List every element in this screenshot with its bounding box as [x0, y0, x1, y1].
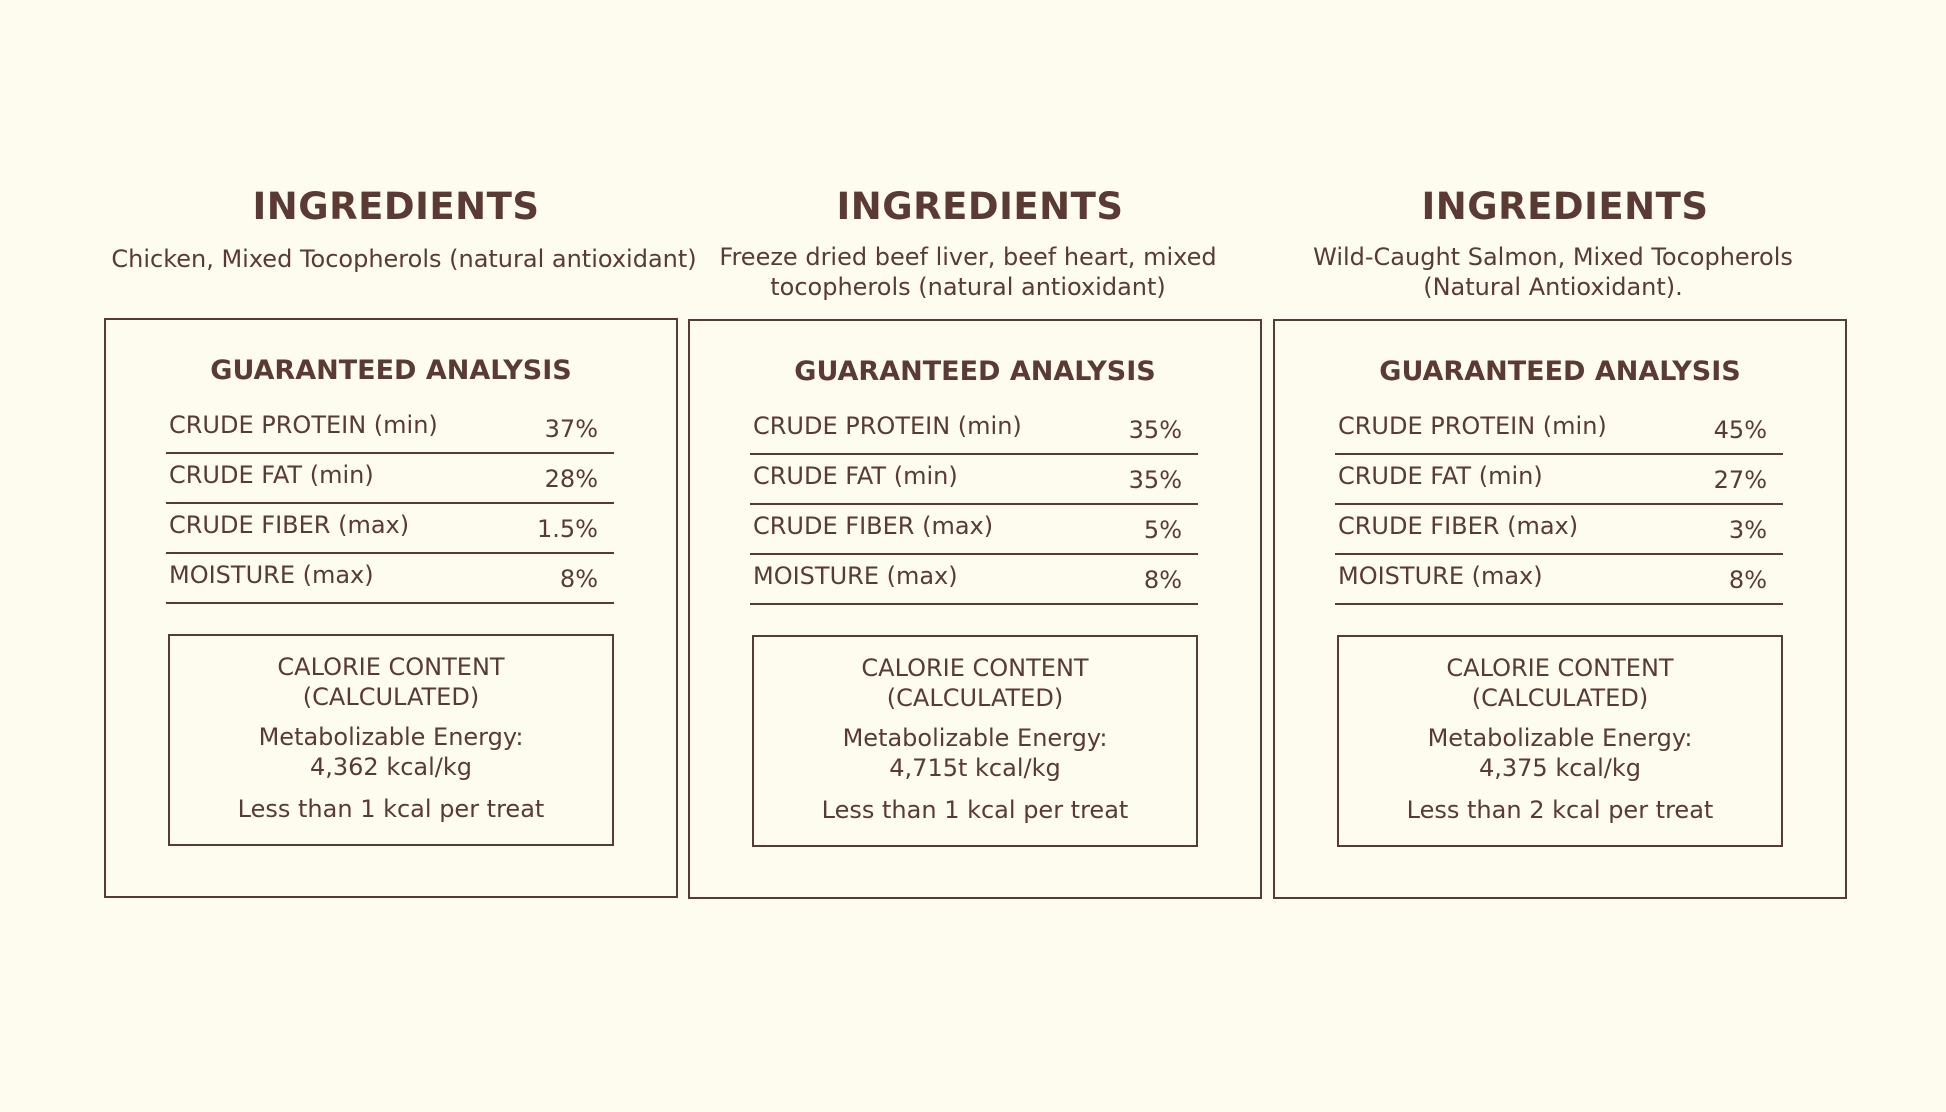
analysis-value: 35%: [1128, 466, 1182, 494]
calorie-content-title: CALORIE CONTENT (CALCULATED): [170, 652, 612, 712]
ingredients-text: Freeze dried beef liver, beef heart, mix…: [719, 243, 1217, 301]
analysis-row-crude-fat: CRUDE FAT (min) 27%: [1335, 455, 1783, 505]
energy-label: Metabolizable Energy:: [1427, 724, 1693, 752]
analysis-row-crude-protein: CRUDE PROTEIN (min) 37%: [166, 404, 614, 454]
analysis-label: MOISTURE (max): [1338, 562, 1543, 590]
analysis-row-crude-fat: CRUDE FAT (min) 35%: [750, 455, 1198, 505]
analysis-value: 8%: [559, 565, 598, 593]
analysis-value: 37%: [544, 415, 598, 443]
energy-value: 4,715t kcal/kg: [889, 754, 1061, 782]
analysis-row-crude-fiber: CRUDE FIBER (max) 5%: [750, 505, 1198, 555]
ingredients-text: Chicken, Mixed Tocopherols (natural anti…: [111, 245, 697, 273]
analysis-row-moisture: MOISTURE (max) 8%: [1335, 555, 1783, 605]
analysis-row-crude-fiber: CRUDE FIBER (max) 1.5%: [166, 504, 614, 554]
analysis-label: CRUDE PROTEIN (min): [169, 411, 438, 439]
metabolizable-energy: Metabolizable Energy: 4,375 kcal/kg: [1339, 723, 1781, 783]
guaranteed-analysis-panel: GUARANTEED ANALYSIS CRUDE PROTEIN (min) …: [104, 318, 678, 898]
analysis-row-crude-protein: CRUDE PROTEIN (min) 35%: [750, 405, 1198, 455]
ingredients-text: Wild-Caught Salmon, Mixed Tocopherols (N…: [1313, 243, 1793, 301]
per-treat-calories: Less than 1 kcal per treat: [237, 795, 545, 823]
analysis-value: 28%: [544, 465, 598, 493]
analysis-label: CRUDE FIBER (max): [1338, 512, 1579, 540]
energy-value: 4,375 kcal/kg: [1478, 754, 1642, 782]
calorie-title-line2: (CALCULATED): [302, 683, 480, 711]
analysis-row-crude-protein: CRUDE PROTEIN (min) 45%: [1335, 405, 1783, 455]
ingredients-heading: INGREDIENTS: [252, 185, 540, 228]
analysis-row-crude-fiber: CRUDE FIBER (max) 3%: [1335, 505, 1783, 555]
guaranteed-analysis-title: GUARANTEED ANALYSIS: [1379, 356, 1741, 387]
analysis-row-moisture: MOISTURE (max) 8%: [166, 554, 614, 604]
analysis-label: CRUDE PROTEIN (min): [1338, 412, 1607, 440]
analysis-value: 1.5%: [537, 515, 598, 543]
energy-value: 4,362 kcal/kg: [309, 753, 473, 781]
analysis-table: CRUDE PROTEIN (min) 45% CRUDE FAT (min) …: [1335, 405, 1783, 605]
ingredients-heading: INGREDIENTS: [836, 185, 1124, 228]
guaranteed-analysis-title: GUARANTEED ANALYSIS: [210, 355, 572, 386]
analysis-label: CRUDE FAT (min): [753, 462, 958, 490]
calorie-content-box: CALORIE CONTENT (CALCULATED) Metabolizab…: [752, 635, 1198, 847]
calorie-title-line1: CALORIE CONTENT: [861, 654, 1089, 682]
metabolizable-energy: Metabolizable Energy: 4,715t kcal/kg: [754, 723, 1196, 783]
analysis-value: 3%: [1728, 516, 1767, 544]
calorie-content-box: CALORIE CONTENT (CALCULATED) Metabolizab…: [168, 634, 614, 846]
calorie-title-line1: CALORIE CONTENT: [1446, 654, 1674, 682]
guaranteed-analysis-panel: GUARANTEED ANALYSIS CRUDE PROTEIN (min) …: [688, 319, 1262, 899]
analysis-value: 8%: [1143, 566, 1182, 594]
analysis-label: MOISTURE (max): [753, 562, 958, 590]
analysis-label: CRUDE FAT (min): [169, 461, 374, 489]
guaranteed-analysis-panel: GUARANTEED ANALYSIS CRUDE PROTEIN (min) …: [1273, 319, 1847, 899]
analysis-value: 27%: [1713, 466, 1767, 494]
analysis-table: CRUDE PROTEIN (min) 35% CRUDE FAT (min) …: [750, 405, 1198, 605]
calorie-content-box: CALORIE CONTENT (CALCULATED) Metabolizab…: [1337, 635, 1783, 847]
analysis-label: MOISTURE (max): [169, 561, 374, 589]
metabolizable-energy: Metabolizable Energy: 4,362 kcal/kg: [170, 722, 612, 782]
analysis-label: CRUDE PROTEIN (min): [753, 412, 1022, 440]
energy-label: Metabolizable Energy:: [842, 724, 1108, 752]
guaranteed-analysis-title: GUARANTEED ANALYSIS: [794, 356, 1156, 387]
per-treat-calories: Less than 1 kcal per treat: [821, 796, 1129, 824]
analysis-row-crude-fat: CRUDE FAT (min) 28%: [166, 454, 614, 504]
calorie-title-line2: (CALCULATED): [886, 684, 1064, 712]
per-treat-calories: Less than 2 kcal per treat: [1406, 796, 1714, 824]
analysis-value: 35%: [1128, 416, 1182, 444]
calorie-content-title: CALORIE CONTENT (CALCULATED): [754, 653, 1196, 713]
calorie-title-line1: CALORIE CONTENT: [277, 653, 505, 681]
energy-label: Metabolizable Energy:: [258, 723, 524, 751]
analysis-value: 8%: [1728, 566, 1767, 594]
analysis-label: CRUDE FAT (min): [1338, 462, 1543, 490]
analysis-label: CRUDE FIBER (max): [753, 512, 994, 540]
analysis-row-moisture: MOISTURE (max) 8%: [750, 555, 1198, 605]
calorie-title-line2: (CALCULATED): [1471, 684, 1649, 712]
analysis-value: 5%: [1143, 516, 1182, 544]
calorie-content-title: CALORIE CONTENT (CALCULATED): [1339, 653, 1781, 713]
analysis-label: CRUDE FIBER (max): [169, 511, 410, 539]
analysis-value: 45%: [1713, 416, 1767, 444]
analysis-table: CRUDE PROTEIN (min) 37% CRUDE FAT (min) …: [166, 404, 614, 604]
ingredients-heading: INGREDIENTS: [1421, 185, 1709, 228]
